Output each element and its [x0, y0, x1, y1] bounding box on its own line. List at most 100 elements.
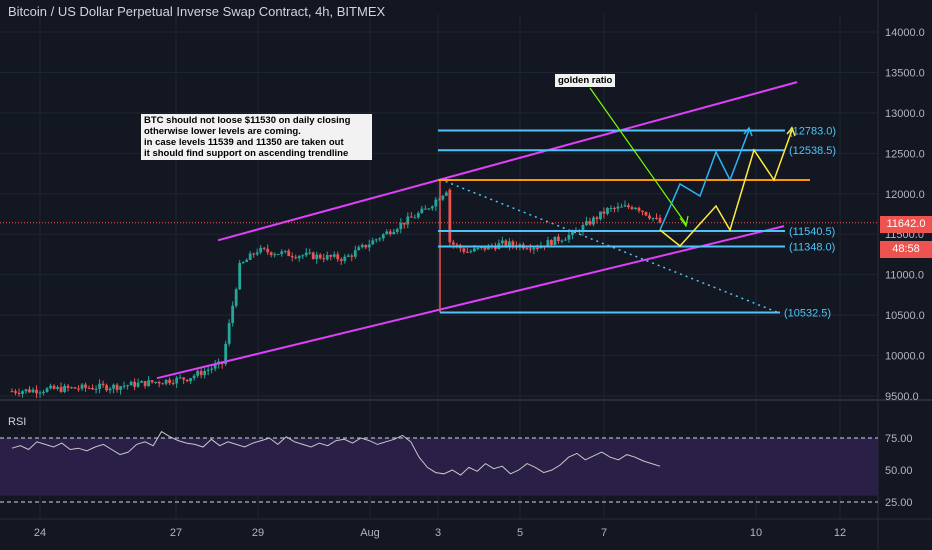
x-tick-label: 12 [834, 527, 846, 539]
candle-body [245, 259, 249, 263]
candle-body [441, 195, 445, 200]
y-tick-label: 9500.0 [885, 391, 919, 403]
candle-body [269, 252, 273, 256]
candle-body [616, 206, 620, 209]
candle-body [63, 385, 66, 392]
candle-body [469, 251, 473, 253]
candle-body [234, 289, 238, 306]
candle-body [199, 370, 203, 376]
candle-body [507, 241, 511, 247]
candle-body [602, 211, 606, 214]
candle-body [553, 236, 557, 246]
candle-body [308, 252, 312, 254]
candle-body [532, 247, 536, 250]
candle-body [567, 234, 571, 240]
candle-body [406, 216, 410, 225]
candle-body [126, 385, 129, 387]
candle-body [59, 387, 63, 392]
x-tick-label: Aug [360, 527, 380, 539]
candle-body [17, 392, 21, 394]
x-tick-label: 5 [517, 527, 523, 539]
candle-body [80, 384, 84, 389]
candle-body [364, 244, 368, 248]
rsi-y-tick-label: 50.00 [885, 465, 913, 477]
candle-body [402, 222, 406, 225]
candle-body [77, 388, 80, 390]
candle-body [297, 256, 301, 259]
countdown-badge: 48:58 [880, 241, 932, 258]
candle-body [24, 389, 28, 392]
candle-body [129, 381, 133, 386]
candle-body [189, 378, 193, 382]
rsi-y-tick-label: 75.00 [885, 433, 913, 445]
candle-body [171, 383, 175, 385]
last-price-badge: 11642.0 [880, 216, 932, 233]
channel-lower[interactable] [156, 225, 785, 380]
chart-title: Bitcoin / US Dollar Perpetual Inverse Sw… [8, 4, 386, 19]
candle-body [304, 252, 308, 256]
candle-body [360, 244, 364, 248]
candle-body [175, 377, 179, 384]
rsi-y-tick-label: 25.00 [885, 497, 913, 509]
candle-body [154, 381, 158, 383]
candle-body [290, 256, 294, 258]
candle-body [294, 257, 298, 259]
candle-body [455, 244, 459, 246]
candle-body [623, 205, 627, 207]
candle-body [388, 231, 392, 235]
yellow-projection-path[interactable] [659, 129, 793, 248]
candle-body [238, 263, 242, 290]
candle-body [252, 253, 256, 255]
channel-upper-1[interactable] [217, 178, 441, 242]
candle-body [592, 217, 595, 225]
cyan-projection-path[interactable] [659, 129, 750, 231]
candle-body [581, 225, 585, 233]
candle-body [634, 207, 637, 209]
candle-body [637, 207, 641, 211]
candle-body [476, 247, 480, 249]
candle-body [378, 238, 382, 240]
candle-body [84, 384, 87, 388]
candle-body [504, 240, 508, 247]
candle-body [122, 385, 126, 387]
candle-body [322, 258, 326, 260]
yellow-arrowhead [786, 126, 796, 137]
candle-body [203, 370, 207, 376]
note-line-1: BTC should not loose $11530 on daily clo… [144, 115, 351, 126]
candle-body [367, 244, 371, 248]
candle-body [571, 230, 574, 235]
level-label: (11348.0) [789, 242, 835, 254]
candle-body [35, 389, 38, 394]
y-tick-label: 10500.0 [885, 310, 925, 322]
annotation-note[interactable]: BTC should not loose $11530 on daily clo… [141, 114, 372, 160]
candle-body [38, 392, 42, 394]
candle-body [318, 254, 322, 259]
candle-body [336, 254, 340, 260]
candle-body [248, 253, 252, 260]
candle-body [448, 189, 452, 243]
candle-body [500, 240, 504, 244]
candle-body [416, 213, 420, 218]
candle-body [658, 217, 662, 223]
candle-body [101, 383, 105, 386]
x-tick-label: 7 [601, 527, 607, 539]
candle-body [536, 247, 539, 249]
candle-body [483, 246, 487, 250]
candle-body [108, 388, 112, 391]
candle-body [164, 379, 168, 384]
candle-body [427, 208, 431, 210]
candle-body [546, 240, 550, 247]
candle-body [311, 252, 315, 260]
candle-body [409, 216, 413, 218]
candle-body [42, 391, 45, 393]
candle-body [273, 254, 277, 256]
candle-body [70, 387, 73, 389]
x-tick-label: 29 [252, 527, 264, 539]
candle-body [231, 305, 235, 323]
golden-ratio-label[interactable]: golden ratio [555, 74, 616, 87]
candle-body [224, 343, 228, 365]
candle-body [206, 369, 210, 371]
candle-body [255, 252, 259, 255]
y-tick-label: 14000.0 [885, 27, 925, 39]
